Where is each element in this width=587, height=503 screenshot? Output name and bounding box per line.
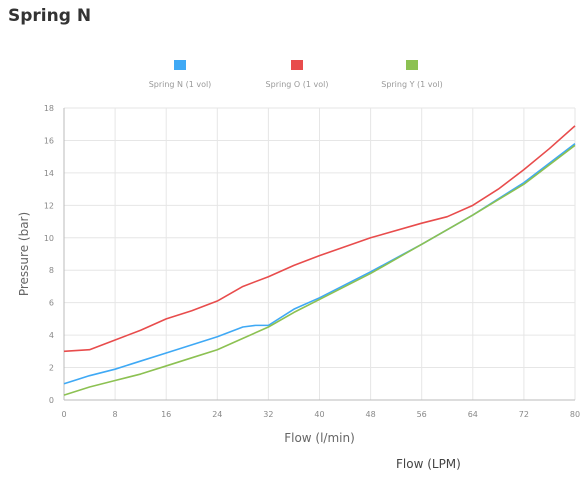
series-line bbox=[63, 125, 576, 353]
footer-caption: Flow (LPM) bbox=[396, 457, 461, 471]
legend-swatch bbox=[174, 60, 186, 70]
page-title: Spring N bbox=[8, 6, 92, 26]
x-tick-label: 80 bbox=[570, 410, 580, 419]
y-tick-label: 10 bbox=[44, 234, 54, 243]
x-tick-label: 24 bbox=[212, 410, 222, 419]
y-tick-label: 14 bbox=[44, 169, 54, 178]
legend-label: Spring N (1 vol) bbox=[149, 80, 212, 89]
y-tick-label: 8 bbox=[49, 266, 54, 275]
x-tick-label: 16 bbox=[161, 410, 171, 419]
y-tick-label: 4 bbox=[49, 331, 54, 340]
y-axis-label: Pressure (bar) bbox=[17, 212, 31, 296]
x-tick-label: 32 bbox=[263, 410, 273, 419]
x-tick-label: 40 bbox=[314, 410, 324, 419]
y-tick-label: 12 bbox=[44, 201, 54, 210]
series-line bbox=[63, 144, 576, 396]
x-tick-label: 48 bbox=[366, 410, 376, 419]
x-tick-label: 56 bbox=[417, 410, 427, 419]
x-tick-label: 8 bbox=[113, 410, 118, 419]
y-tick-label: 6 bbox=[49, 299, 54, 308]
x-tick-label: 0 bbox=[61, 410, 66, 419]
y-tick-label: 2 bbox=[49, 364, 54, 373]
y-tick-label: 18 bbox=[44, 104, 54, 113]
x-axis-label: Flow (l/min) bbox=[284, 431, 355, 445]
legend-label: Spring Y (1 vol) bbox=[381, 80, 443, 89]
y-tick-label: 0 bbox=[49, 396, 54, 405]
legend-swatch bbox=[291, 60, 303, 70]
x-tick-label: 72 bbox=[519, 410, 529, 419]
legend-swatch bbox=[406, 60, 418, 70]
x-tick-label: 64 bbox=[468, 410, 478, 419]
legend-label: Spring O (1 vol) bbox=[266, 80, 329, 89]
y-tick-label: 16 bbox=[44, 136, 54, 145]
